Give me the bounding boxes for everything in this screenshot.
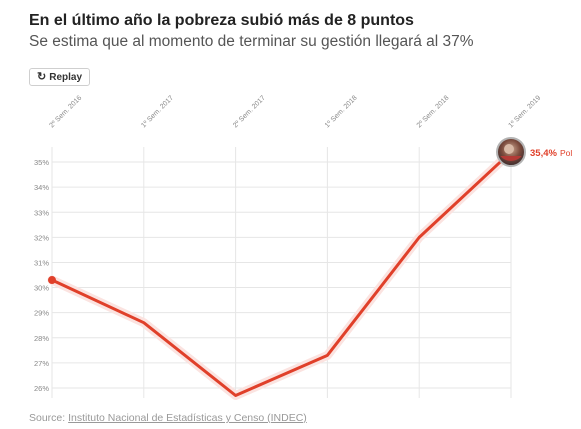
y-tick-label: 35% bbox=[34, 158, 49, 167]
chart-title: En el último año la pobreza subió más de… bbox=[29, 12, 414, 29]
replay-button[interactable]: ↻ Replay bbox=[29, 68, 91, 86]
avatar-ring bbox=[496, 137, 526, 168]
replay-icon: ↻ bbox=[37, 70, 47, 83]
source-link[interactable]: Instituto Nacional de Estadísticas y Cen… bbox=[68, 412, 307, 424]
end-value-text: 35,4% bbox=[530, 148, 557, 159]
source-prefix: Source: bbox=[29, 412, 69, 424]
series-line-glow bbox=[47, 147, 516, 400]
end-series-suffix: Pol bbox=[560, 148, 572, 158]
y-tick-label: 28% bbox=[34, 334, 49, 343]
source-note: Source: Instituto Nacional de Estadístic… bbox=[29, 412, 307, 424]
replay-label: Replay bbox=[49, 71, 83, 83]
x-tick-label: 1º Sem. 2019 bbox=[507, 95, 542, 130]
x-tick-label: 1º Sem. 2017 bbox=[140, 95, 175, 130]
y-tick-label: 32% bbox=[34, 233, 49, 242]
y-tick-label: 34% bbox=[34, 183, 49, 192]
y-tick-label: 33% bbox=[34, 208, 49, 217]
end-avatar bbox=[496, 137, 526, 168]
x-tick-label: 2º Sem. 2016 bbox=[48, 95, 83, 130]
chart-subtitle: Se estima que al momento de terminar su … bbox=[29, 33, 474, 50]
series-line bbox=[50, 150, 513, 397]
avatar-shirt bbox=[499, 156, 523, 161]
avatar-face bbox=[504, 144, 514, 155]
x-tick-label: 2º Sem. 2017 bbox=[232, 95, 267, 130]
y-tick-label: 31% bbox=[34, 258, 49, 267]
y-tick-label: 27% bbox=[34, 359, 49, 368]
y-tick-label: 29% bbox=[34, 309, 49, 318]
x-tick-label: 2º Sem. 2018 bbox=[416, 95, 451, 130]
y-tick-label: 26% bbox=[34, 384, 49, 393]
end-value-label: 35,4% Pol bbox=[530, 148, 572, 159]
x-tick-label: 1º Sem. 2018 bbox=[324, 95, 359, 130]
start-point bbox=[48, 276, 56, 285]
y-tick-label: 30% bbox=[34, 284, 49, 293]
